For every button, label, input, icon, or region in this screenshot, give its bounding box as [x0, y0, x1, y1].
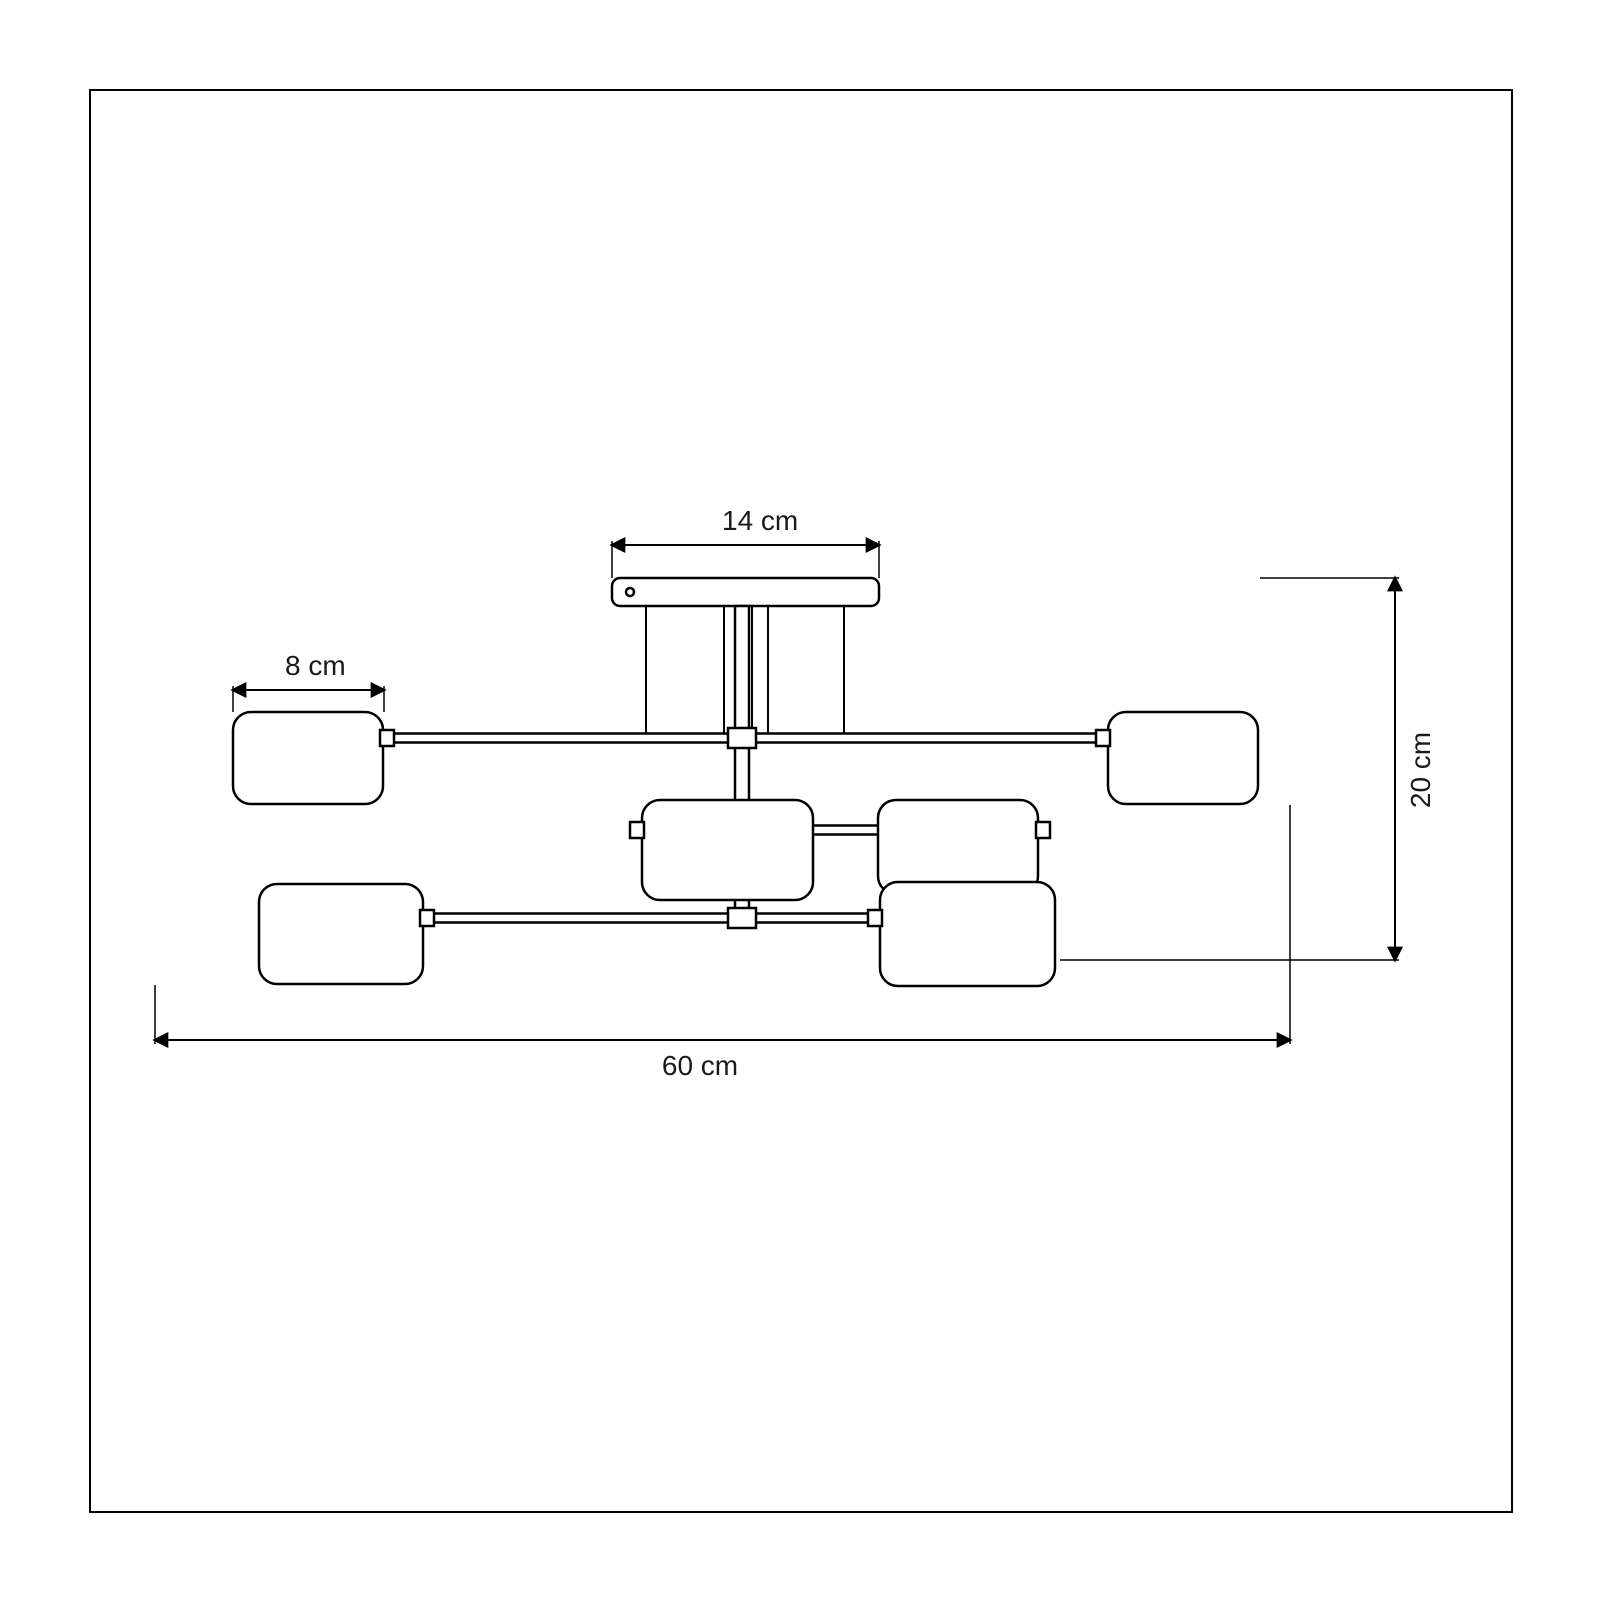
dim-label-shade-width: 8 cm — [285, 650, 346, 681]
ceiling-fixture — [233, 578, 1258, 986]
technical-drawing: 14 cm 8 cm 60 cm 20 cm — [0, 0, 1600, 1600]
dim-label-total-height: 20 cm — [1405, 732, 1436, 808]
dim-label-total-width: 60 cm — [662, 1050, 738, 1081]
dim-label-canopy-width: 14 cm — [722, 505, 798, 536]
